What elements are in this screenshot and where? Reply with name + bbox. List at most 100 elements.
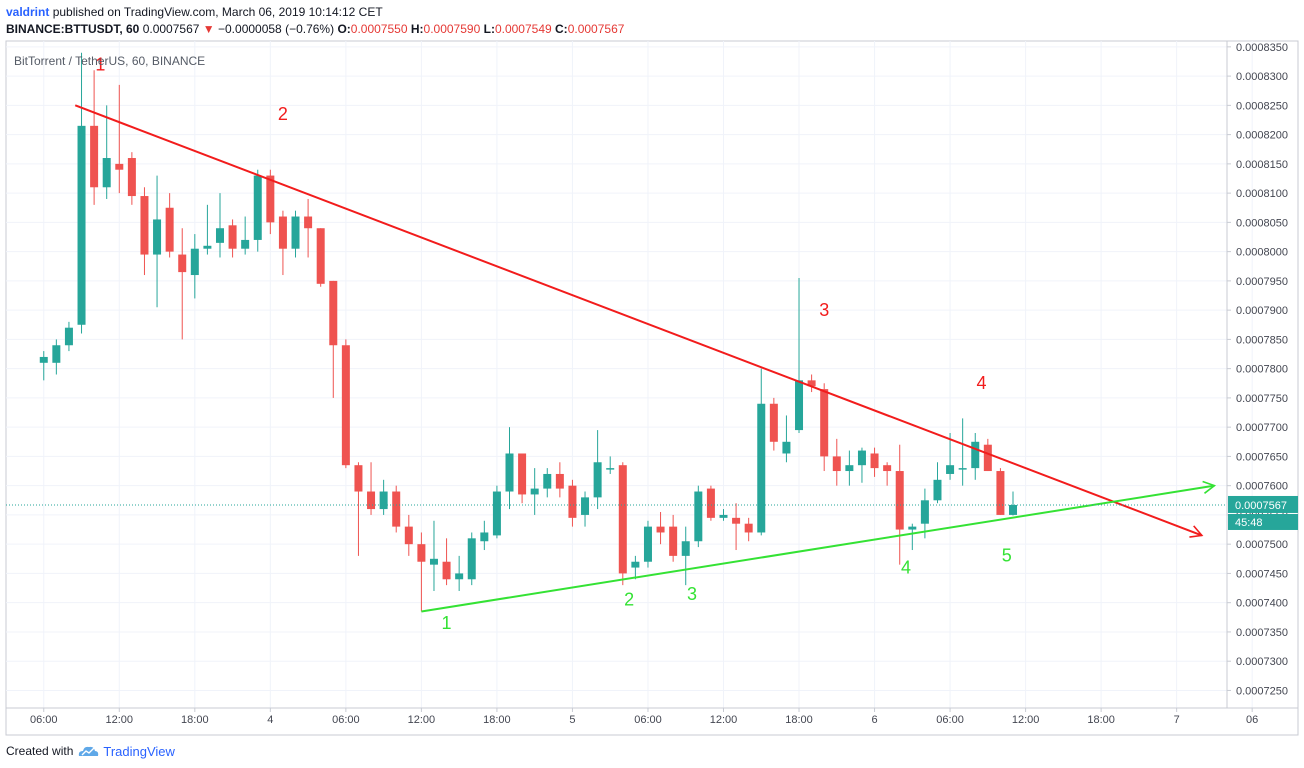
y-tick-label: 0.0007600 (1236, 481, 1288, 493)
candle-down (744, 523, 753, 533)
price-change: −0.0000058 (−0.76%) (218, 22, 335, 36)
candle-down (228, 225, 237, 249)
x-tick-label: 06:00 (936, 714, 964, 726)
publish-line: valdrint published on TradingView.com, M… (6, 4, 1296, 21)
candle-up (643, 526, 652, 562)
y-tick-label: 0.0007350 (1236, 627, 1288, 639)
candle-up (102, 158, 111, 188)
y-tick-label: 0.0008100 (1236, 188, 1288, 200)
x-tick-label: 12:00 (106, 714, 134, 726)
x-tick-label: 7 (1174, 714, 1180, 726)
last-price-marker: 0.0007567 45:48 (6, 495, 1298, 530)
candle-down (832, 456, 841, 472)
candle-down (518, 453, 527, 495)
y-tick-label: 0.0008050 (1236, 217, 1288, 229)
x-tick-label: 06:00 (30, 714, 58, 726)
wave-label: 3 (819, 300, 829, 320)
last-price: 0.0007567 (142, 22, 200, 36)
candle-up (1009, 504, 1018, 515)
candle-down (165, 207, 174, 252)
high-label: H: (410, 22, 424, 36)
candle-down (304, 216, 313, 229)
candle-up (39, 356, 48, 363)
x-tick-label: 12:00 (408, 714, 436, 726)
wave-label: 5 (1002, 546, 1012, 566)
wave-label: 1 (95, 54, 105, 74)
tradingview-cloud-icon (79, 746, 99, 756)
candle-down (404, 526, 413, 545)
candle-up (241, 239, 250, 249)
wave-label: 4 (901, 557, 911, 577)
tradingview-link[interactable]: TradingView (103, 743, 175, 759)
candle-down (417, 544, 426, 562)
candle-down (669, 526, 678, 556)
chart-frame (5, 40, 1299, 736)
candle-up (467, 538, 476, 580)
candle-up (291, 216, 300, 249)
countdown-tag-label: 45:48 (1235, 517, 1263, 529)
wave-label: 1 (442, 613, 452, 633)
y-tick-label: 0.0007450 (1236, 568, 1288, 580)
candle-down (706, 488, 715, 518)
candle-up (681, 541, 690, 556)
support-trendline (421, 480, 1217, 613)
candle-up (606, 468, 615, 470)
y-tick-label: 0.0007500 (1236, 539, 1288, 551)
candle-up (795, 380, 804, 431)
down-triangle-icon: ▼ (202, 22, 215, 36)
x-tick-label: 18:00 (1087, 714, 1115, 726)
candle-down (870, 453, 879, 469)
author-link[interactable]: valdrint (6, 5, 50, 19)
candle-down (329, 280, 338, 346)
y-tick-label: 0.0008250 (1236, 100, 1288, 112)
y-tick-label: 0.0007750 (1236, 393, 1288, 405)
candle-down (618, 465, 627, 574)
y-tick-label: 0.0007700 (1236, 422, 1288, 434)
open-value: 0.0007550 (350, 22, 408, 36)
candle-up (480, 532, 489, 542)
candle-up (253, 175, 262, 240)
candle-up (971, 441, 980, 469)
wave-label: 2 (624, 590, 634, 610)
x-tick-label: 06 (1246, 714, 1258, 726)
chart-title: BitTorrent / TetherUS, 60, BINANCE (14, 54, 205, 68)
price-axis[interactable]: 0.0008350 0.0008300 0.0008250 0.0008200 0.00… (1227, 42, 1288, 698)
close-value: 0.0007567 (567, 22, 625, 36)
trendlines (74, 104, 1217, 613)
candle-up (505, 453, 514, 492)
candle-down (341, 345, 350, 466)
candle-up (920, 500, 929, 524)
close-label: C: (555, 22, 568, 36)
y-tick-label: 0.0008300 (1236, 71, 1288, 83)
wave-annotations: 1 2 3 4 1 2 3 4 5 (95, 54, 1011, 633)
candle-down (115, 163, 124, 170)
candle-down (178, 254, 187, 273)
y-tick-label: 0.0007250 (1236, 685, 1288, 697)
candle-down (568, 485, 577, 518)
high-value: 0.0007590 (423, 22, 481, 36)
candles (39, 52, 1018, 612)
x-tick-label: 4 (267, 714, 273, 726)
time-axis[interactable]: 06:00 12:00 18:00 4 06:00 12:00 18:00 5 06:00 12:… (30, 708, 1258, 726)
footer: Created with TradingView (6, 742, 175, 760)
countdown-tag (1228, 513, 1298, 530)
candle-down (769, 403, 778, 442)
y-tick-label: 0.0007400 (1236, 598, 1288, 610)
symbol-line: BINANCE:BTTUSDT, 60 0.0007567 ▼ −0.00000… (6, 21, 1296, 38)
low-value: 0.0007549 (494, 22, 552, 36)
candle-up (631, 561, 640, 568)
candle-up (492, 491, 501, 536)
y-tick-label: 0.0007900 (1236, 305, 1288, 317)
last-price-tag-label: 0.0007567 (1235, 500, 1287, 512)
candle-up (530, 488, 539, 495)
x-tick-label: 18:00 (785, 714, 813, 726)
y-tick-label: 0.0008000 (1236, 247, 1288, 259)
candle-up (757, 403, 766, 533)
candle-down (392, 491, 401, 527)
y-tick-label: 0.0008350 (1236, 42, 1288, 54)
y-tick-label: 0.0007850 (1236, 334, 1288, 346)
candle-up (857, 450, 866, 466)
candle-up (64, 327, 73, 346)
candle-up (455, 573, 464, 580)
